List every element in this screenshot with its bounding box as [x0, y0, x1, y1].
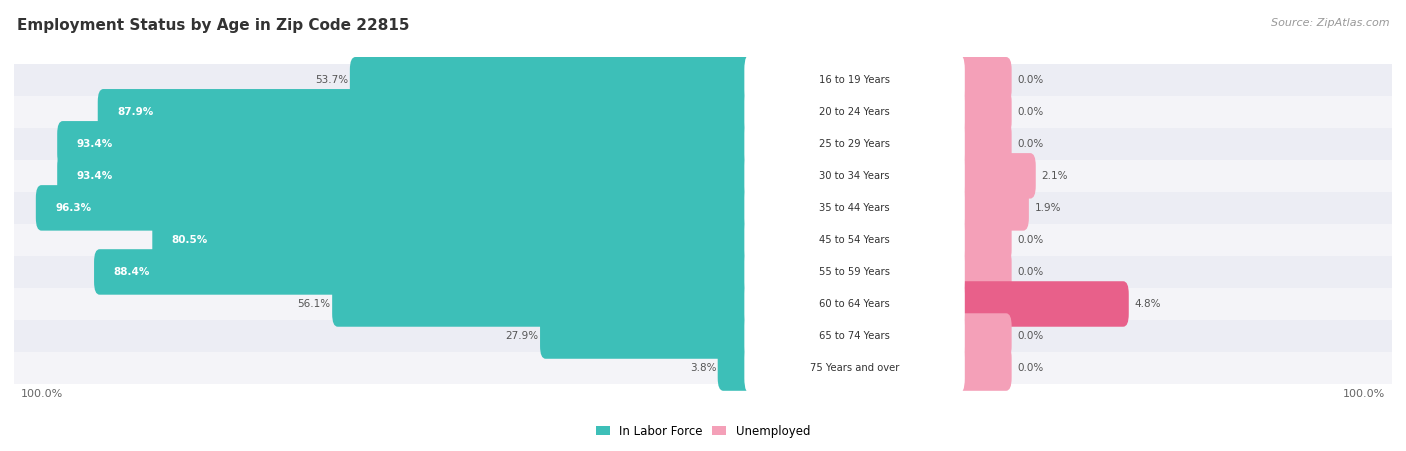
- Text: 60 to 64 Years: 60 to 64 Years: [820, 299, 890, 309]
- FancyBboxPatch shape: [744, 117, 965, 170]
- Text: 0.0%: 0.0%: [1017, 267, 1043, 277]
- Text: Source: ZipAtlas.com: Source: ZipAtlas.com: [1271, 18, 1389, 28]
- FancyBboxPatch shape: [952, 185, 1029, 230]
- FancyBboxPatch shape: [94, 249, 756, 295]
- Text: 2.1%: 2.1%: [1042, 171, 1067, 181]
- Text: 88.4%: 88.4%: [114, 267, 149, 277]
- FancyBboxPatch shape: [952, 313, 1012, 359]
- FancyBboxPatch shape: [98, 89, 756, 134]
- Bar: [14, 224, 1392, 256]
- Text: 80.5%: 80.5%: [172, 235, 208, 245]
- Text: 0.0%: 0.0%: [1017, 107, 1043, 117]
- Bar: [14, 192, 1392, 224]
- Text: 0.0%: 0.0%: [1017, 363, 1043, 373]
- Text: 35 to 44 Years: 35 to 44 Years: [820, 203, 890, 213]
- FancyBboxPatch shape: [952, 345, 1012, 391]
- FancyBboxPatch shape: [952, 249, 1012, 295]
- FancyBboxPatch shape: [58, 121, 756, 166]
- Text: 0.0%: 0.0%: [1017, 331, 1043, 341]
- Text: 100.0%: 100.0%: [1343, 389, 1385, 399]
- FancyBboxPatch shape: [717, 345, 756, 391]
- FancyBboxPatch shape: [744, 341, 965, 395]
- FancyBboxPatch shape: [332, 281, 756, 327]
- FancyBboxPatch shape: [58, 153, 756, 198]
- Text: 65 to 74 Years: 65 to 74 Years: [820, 331, 890, 341]
- Text: 96.3%: 96.3%: [55, 203, 91, 213]
- FancyBboxPatch shape: [35, 185, 756, 230]
- Text: 16 to 19 Years: 16 to 19 Years: [820, 75, 890, 85]
- FancyBboxPatch shape: [744, 245, 965, 299]
- FancyBboxPatch shape: [952, 153, 1036, 198]
- Text: 87.9%: 87.9%: [117, 107, 153, 117]
- FancyBboxPatch shape: [350, 57, 756, 102]
- Text: 55 to 59 Years: 55 to 59 Years: [820, 267, 890, 277]
- Text: 3.8%: 3.8%: [690, 363, 716, 373]
- FancyBboxPatch shape: [744, 149, 965, 202]
- Text: 45 to 54 Years: 45 to 54 Years: [820, 235, 890, 245]
- Text: 93.4%: 93.4%: [76, 139, 112, 149]
- FancyBboxPatch shape: [952, 89, 1012, 134]
- FancyBboxPatch shape: [952, 57, 1012, 102]
- Bar: [14, 288, 1392, 320]
- Text: 25 to 29 Years: 25 to 29 Years: [820, 139, 890, 149]
- Text: 0.0%: 0.0%: [1017, 75, 1043, 85]
- Text: 93.4%: 93.4%: [76, 171, 112, 181]
- FancyBboxPatch shape: [744, 85, 965, 138]
- FancyBboxPatch shape: [152, 217, 756, 262]
- Text: 20 to 24 Years: 20 to 24 Years: [820, 107, 890, 117]
- Bar: [14, 128, 1392, 160]
- FancyBboxPatch shape: [952, 217, 1012, 262]
- Bar: [14, 64, 1392, 96]
- FancyBboxPatch shape: [744, 213, 965, 267]
- Text: 27.9%: 27.9%: [506, 331, 538, 341]
- FancyBboxPatch shape: [744, 181, 965, 235]
- Text: 100.0%: 100.0%: [21, 389, 63, 399]
- Bar: [14, 160, 1392, 192]
- Bar: [14, 96, 1392, 128]
- FancyBboxPatch shape: [744, 277, 965, 331]
- Text: 56.1%: 56.1%: [298, 299, 330, 309]
- FancyBboxPatch shape: [952, 121, 1012, 166]
- Legend: In Labor Force, Unemployed: In Labor Force, Unemployed: [591, 420, 815, 442]
- Text: 4.8%: 4.8%: [1135, 299, 1161, 309]
- FancyBboxPatch shape: [952, 281, 1129, 327]
- Text: 30 to 34 Years: 30 to 34 Years: [820, 171, 890, 181]
- Text: 53.7%: 53.7%: [315, 75, 349, 85]
- Text: Employment Status by Age in Zip Code 22815: Employment Status by Age in Zip Code 228…: [17, 18, 409, 33]
- Text: 0.0%: 0.0%: [1017, 235, 1043, 245]
- Text: 1.9%: 1.9%: [1035, 203, 1062, 213]
- Text: 75 Years and over: 75 Years and over: [810, 363, 900, 373]
- Bar: [14, 352, 1392, 384]
- Text: 0.0%: 0.0%: [1017, 139, 1043, 149]
- FancyBboxPatch shape: [540, 313, 756, 359]
- Bar: [14, 256, 1392, 288]
- Bar: [14, 320, 1392, 352]
- FancyBboxPatch shape: [744, 309, 965, 363]
- FancyBboxPatch shape: [744, 53, 965, 106]
